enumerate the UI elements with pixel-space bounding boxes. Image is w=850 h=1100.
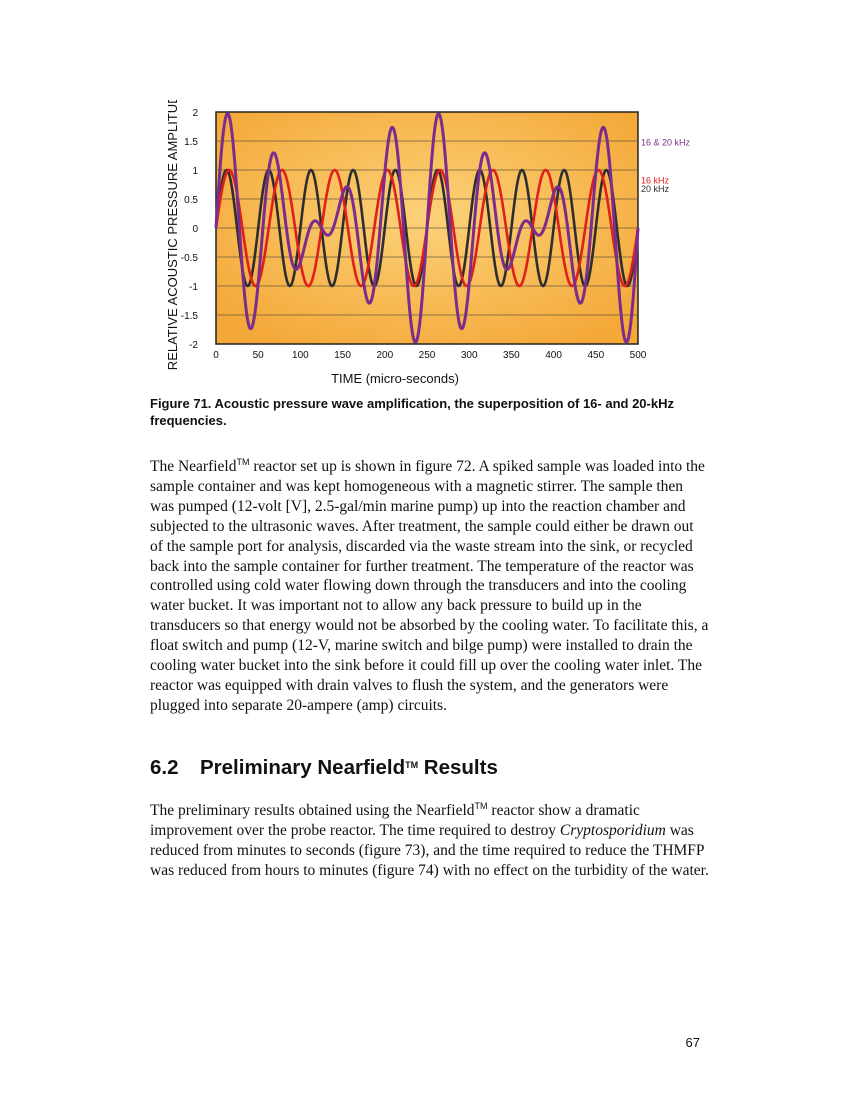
x-tick-label: 300: [461, 350, 478, 361]
paragraph-text: reactor show a dramatic improvement over…: [150, 802, 640, 839]
paragraph-text: The preliminary results obtained using t…: [150, 802, 475, 819]
paragraph-reactor-setup: The NearfieldTM reactor set up is shown …: [150, 453, 710, 716]
x-tick-label: 250: [419, 350, 436, 361]
x-tick-label: 0: [213, 350, 219, 361]
section-heading: 6.2 Preliminary NearfieldTM Results: [150, 756, 498, 780]
y-axis-label: RELATIVE ACOUSTIC PRESSURE AMPLITUDE: [165, 100, 180, 370]
trademark-mark: TM: [236, 457, 250, 467]
paragraph-preliminary-results: The preliminary results obtained using t…: [150, 797, 710, 881]
paragraph-text: The Nearfield: [150, 458, 237, 475]
page-number: 67: [685, 1035, 700, 1050]
section-number: 6.2: [150, 756, 179, 779]
y-tick-label: -2: [189, 340, 198, 351]
acoustic-pressure-chart: 2 1.5 1 0.5 0 -0.5 -1 -1.5 -2 0 50 100 150 200 250 300 3…: [165, 100, 691, 386]
legend-label: 16 & 20 kHz: [641, 138, 691, 148]
section-title: Preliminary Nearfield: [200, 756, 406, 779]
organism-name: Cryptosporidium: [559, 821, 666, 839]
legend-label: 16 kHz: [641, 175, 670, 185]
legend-label: 20 kHz: [641, 184, 670, 194]
y-tick-label: 0: [192, 224, 198, 235]
y-tick-label: 1.5: [184, 137, 198, 148]
y-tick-label: 2: [192, 108, 198, 119]
trademark-mark: TM: [405, 760, 419, 770]
y-tick-label: -0.5: [181, 253, 199, 264]
x-tick-label: 50: [253, 350, 265, 361]
x-tick-label: 200: [376, 350, 393, 361]
x-tick-label: 150: [334, 350, 351, 361]
x-tick-label: 350: [503, 350, 520, 361]
series-line-sum: [214, 112, 640, 344]
section-title-suffix: Results: [418, 756, 498, 779]
figure-caption: Figure 71. Acoustic pressure wave amplif…: [150, 396, 674, 428]
x-axis-label: TIME (micro-seconds): [331, 371, 459, 386]
trademark-mark: TM: [474, 801, 488, 811]
figure-71: 2 1.5 1 0.5 0 -0.5 -1 -1.5 -2 0 50 100 150 200 250 300 3…: [150, 100, 720, 392]
y-tick-label: 1: [192, 166, 198, 177]
paragraph-text: reactor set up is shown in figure 72. A …: [150, 458, 709, 714]
paragraph-text: was reduced from minutes to seconds (fig…: [150, 821, 709, 879]
y-tick-label: -1: [189, 282, 198, 293]
x-tick-label: 450: [587, 350, 604, 361]
y-tick-label: -1.5: [181, 311, 199, 322]
x-tick-label: 400: [545, 350, 562, 361]
x-tick-label: 500: [630, 350, 647, 361]
x-tick-label: 100: [292, 350, 309, 361]
y-tick-label: 0.5: [184, 195, 198, 206]
